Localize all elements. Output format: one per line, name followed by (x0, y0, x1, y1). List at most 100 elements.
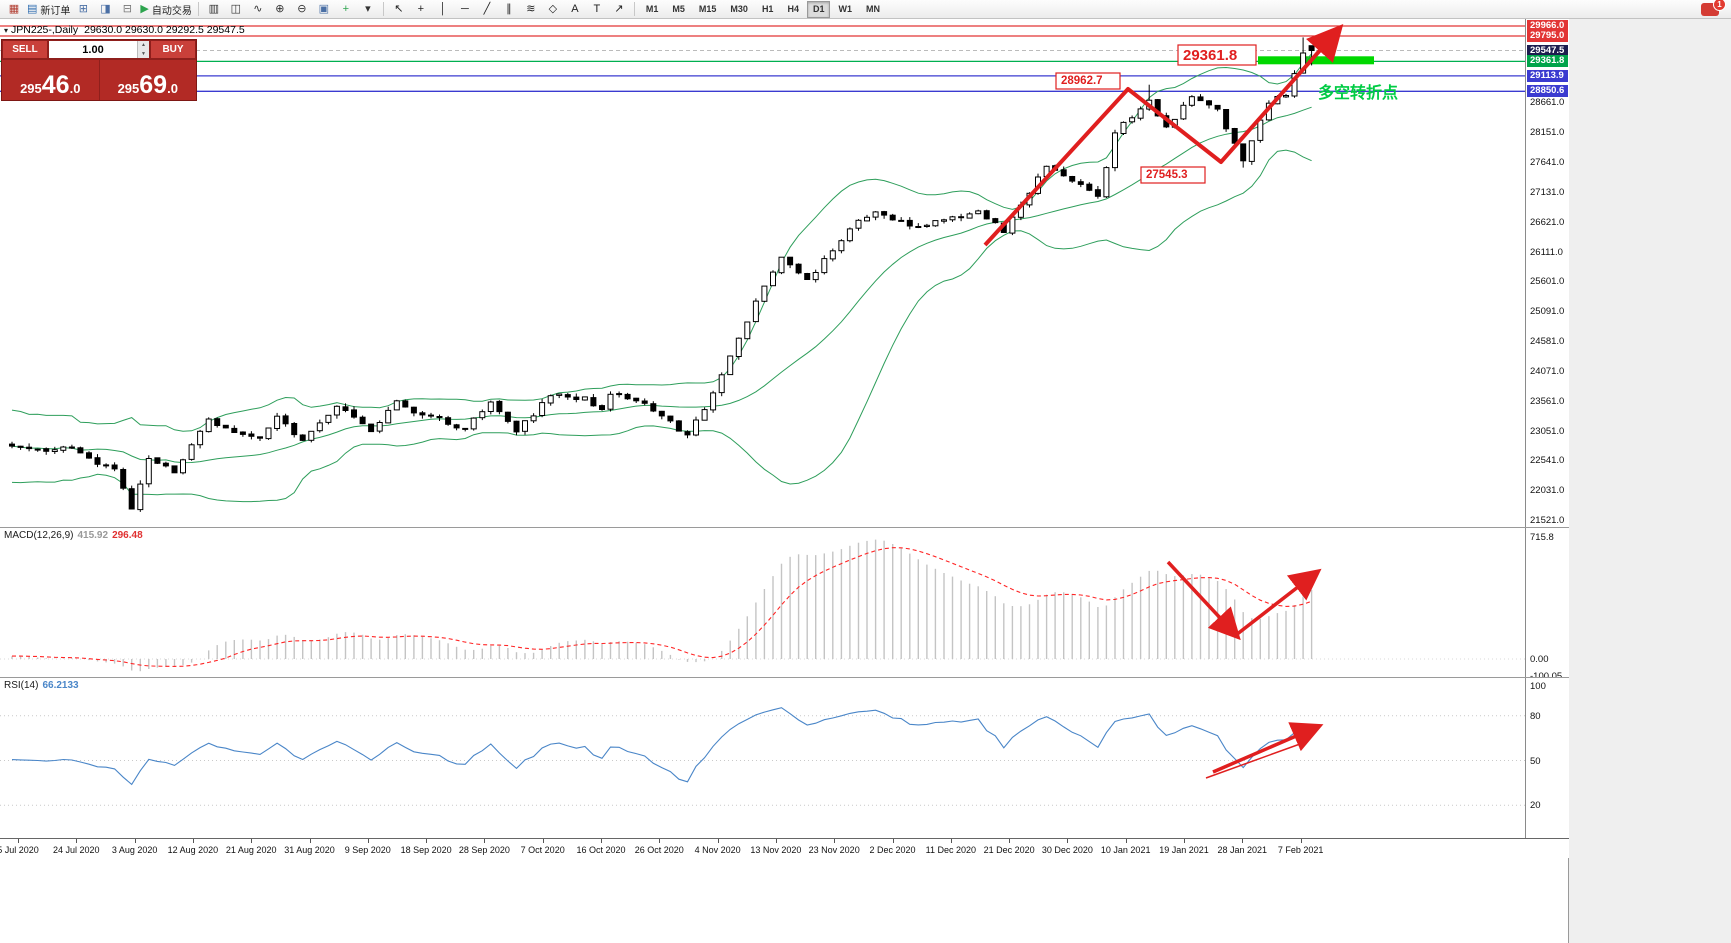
indicators-icon[interactable]: + (336, 0, 356, 18)
date-label: 2 Dec 2020 (869, 845, 916, 855)
shapes-icon: ◇ (548, 3, 558, 15)
level-tag-29361: 29361.8 (1527, 55, 1568, 68)
chart-ohlc-title: ▾ JPN225-,Daily 29630.0 29630.0 29292.5 29… (4, 24, 245, 36)
date-label: 28 Jan 2021 (1217, 845, 1268, 855)
rsi-trendline[interactable] (1205, 743, 1301, 779)
autotrade-button: ▶ (140, 3, 149, 15)
turning-point-note[interactable]: 多空转折点 (1318, 83, 1398, 102)
bar-chart-icon[interactable]: ▥ (204, 0, 224, 18)
notifications-icon[interactable]: 1 (1701, 0, 1726, 16)
price-axis-label: 25601.0 (1530, 276, 1565, 288)
timeframe-m5[interactable]: M5 (672, 3, 685, 14)
timeframe-h1[interactable]: H1 (761, 3, 774, 14)
symbol-period-label: JPN225-,Daily (11, 24, 79, 36)
vertical-line-icon[interactable]: │ (433, 0, 453, 18)
rsi-name: RSI(14) (4, 680, 39, 691)
price-axis-label: 23561.0 (1530, 395, 1565, 407)
date-label: 21 Dec 2020 (983, 845, 1035, 855)
date-label: 7 Oct 2020 (520, 845, 565, 855)
zoom-in-icon[interactable]: ⊕ (270, 0, 290, 18)
tile-windows-icon[interactable]: ▣ (314, 0, 334, 18)
volume-input[interactable] (49, 41, 137, 58)
time-axis-tick (717, 839, 719, 843)
bollinger-upper-band (11, 53, 1312, 432)
trendline-icon[interactable]: ╱ (477, 0, 497, 18)
time-axis-tick (1300, 839, 1302, 843)
price-label-29361-text: 29361.8 (1183, 47, 1237, 64)
timeframe-m1[interactable]: M1 (645, 3, 659, 14)
sell-price[interactable]: 295 46.0 (20, 71, 81, 99)
templates-icon: ▾ (365, 3, 371, 15)
timeframe-m30[interactable]: M30 (730, 3, 748, 14)
pane-separator[interactable] (0, 527, 1569, 528)
timeframe-h4[interactable]: H4 (787, 3, 799, 14)
buy-price[interactable]: 295 69.0 (117, 71, 178, 99)
timeframe-w1[interactable]: W1 (838, 3, 852, 14)
macd-arrow-1[interactable] (1166, 560, 1241, 641)
tile-windows-icon: ▣ (318, 3, 330, 15)
trend-arrow-main[interactable] (983, 24, 1344, 247)
new-order-button[interactable]: ▤ 新订单 (26, 0, 71, 18)
data-window-icon: ◨ (100, 3, 111, 15)
timeframe-m15[interactable]: M15 (698, 3, 717, 14)
fibonacci-icon[interactable]: ≋ (521, 0, 541, 18)
price-label-28962[interactable]: 28962.7 (1055, 72, 1121, 90)
zoom-out-icon[interactable]: ⊖ (292, 0, 312, 18)
time-axis-tick (659, 839, 661, 843)
time-axis-tick (192, 839, 194, 843)
bollinger-middle-band (11, 106, 1312, 464)
templates-icon[interactable]: ▾ (358, 0, 378, 18)
buy-button[interactable]: BUY (150, 40, 196, 59)
pane-separator[interactable] (0, 677, 1569, 678)
macd-pane[interactable] (0, 528, 1525, 677)
price-label-29361[interactable]: 29361.8 (1177, 44, 1257, 66)
price-chart[interactable]: 29361.8 28962.7 27545.3 多空转折点 (0, 19, 1525, 527)
price-axis-label: 24581.0 (1530, 336, 1565, 348)
price-axis-label: 27641.0 (1530, 157, 1565, 169)
turning-point-note-text: 多空转折点 (1318, 83, 1398, 102)
time-axis-tick (775, 839, 777, 843)
timeframe-mn[interactable]: MN (865, 3, 880, 14)
date-label: 23 Nov 2020 (808, 845, 860, 855)
notification-badge: 1 (1713, 0, 1726, 11)
rsi-arrow[interactable] (1212, 722, 1324, 774)
rsi-pane[interactable] (0, 678, 1525, 838)
date-label: 16 Oct 2020 (576, 845, 626, 855)
price-axis[interactable]: 28661.0 28151.0 27641.0 27131.0 26621.0 26111… (1525, 19, 1569, 838)
price-axis-label: 28151.0 (1530, 127, 1565, 139)
price-axis-label: 28661.0 (1530, 97, 1565, 109)
volume-down-button[interactable]: ▼ (141, 50, 146, 57)
cursor-icon[interactable]: ↖ (389, 0, 409, 18)
price-axis-label: 27131.0 (1530, 186, 1565, 198)
horizontal-line-icon[interactable]: ─ (455, 0, 475, 18)
sell-button[interactable]: SELL (2, 40, 48, 59)
shapes-icon[interactable]: ◇ (543, 0, 563, 18)
toolbar-separator (197, 2, 199, 16)
line-chart-icon[interactable]: ∿ (248, 0, 268, 18)
time-axis-tick (367, 839, 369, 843)
rsi-axis-label: 100 (1530, 681, 1546, 692)
candlestick-icon[interactable]: ◫ (226, 0, 246, 18)
arrow-tools-icon[interactable]: ↗ (609, 0, 629, 18)
time-axis-tick (601, 839, 602, 843)
channel-icon[interactable]: ∥ (499, 0, 519, 18)
chart-window: 29361.8 28962.7 27545.3 多空转折点 ▾ JPN225-,Dail… (0, 19, 1569, 943)
macd-arrow-2[interactable] (1234, 568, 1322, 637)
price-label-27545[interactable]: 27545.3 (1140, 166, 1206, 184)
date-label: 26 Oct 2020 (634, 845, 684, 855)
date-label: 28 Sep 2020 (458, 845, 510, 855)
market-watch-icon[interactable]: ⊞ (73, 0, 93, 18)
panel-collapse-arrow[interactable]: ▾ (4, 26, 9, 35)
autotrade-button[interactable]: ▶ 自动交易 (139, 0, 192, 18)
crosshair-icon[interactable]: + (411, 0, 431, 18)
time-axis[interactable]: 5 Jul 2020 24 Jul 2020 3 Aug 2020 12 Aug 20… (0, 838, 1569, 858)
text-icon[interactable]: A (565, 0, 585, 18)
data-window-icon[interactable]: ◨ (95, 0, 115, 18)
date-label: 11 Dec 2020 (925, 845, 976, 855)
new-chart-icon[interactable]: ▦ (4, 0, 24, 18)
timeframe-d1[interactable]: D1 (806, 0, 831, 18)
terminal-icon[interactable]: ⊟ (117, 0, 137, 18)
label-icon[interactable]: T (587, 0, 607, 18)
volume-up-button[interactable]: ▲ (141, 42, 146, 48)
macd-main-value: 415.92 (77, 530, 109, 541)
